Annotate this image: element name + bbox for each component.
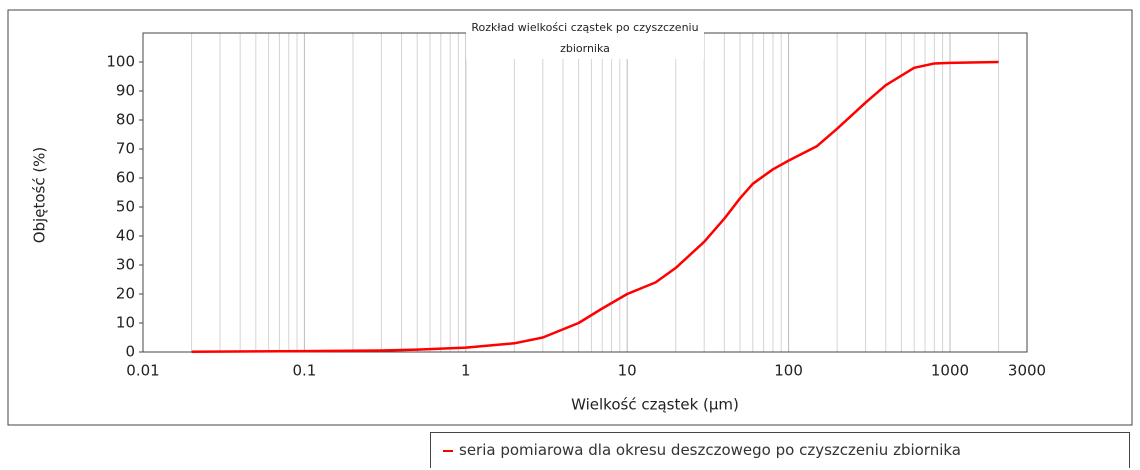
x-tick-label: 100 (774, 362, 803, 380)
x-axis-label: Wielkość cząstek (µm) (571, 396, 739, 414)
y-tick-label: 30 (116, 256, 135, 274)
y-tick-label: 100 (106, 53, 135, 71)
x-tick-label: 1000 (931, 362, 969, 380)
y-tick-label: 80 (116, 111, 135, 129)
legend-label: seria pomiarowa dla okresu deszczowego p… (459, 441, 962, 459)
y-axis-label: Objętość (%) (31, 147, 49, 244)
x-tick-label: 3000 (1008, 362, 1046, 380)
legend: seria pomiarowa dla okresu deszczowego p… (430, 432, 1130, 468)
y-tick-label: 10 (116, 314, 135, 332)
y-tick-label: 70 (116, 140, 135, 158)
legend-swatch (443, 449, 453, 452)
series-line (191, 60, 999, 353)
chart-title: Rozkład wielkości cząstek po czyszczeniu… (466, 17, 704, 59)
y-tick-label: 60 (116, 169, 135, 187)
x-tick-label: 10 (618, 362, 637, 380)
y-tick-label: 0 (125, 343, 135, 361)
y-tick-label: 20 (116, 285, 135, 303)
x-tick-label: 0.01 (126, 362, 159, 380)
y-tick-label: 50 (116, 198, 135, 216)
y-tick-label: 40 (116, 227, 135, 245)
x-tick-label: 1 (461, 362, 471, 380)
x-tick-label: 0.1 (292, 362, 316, 380)
y-tick-label: 90 (116, 82, 135, 100)
plot-area (143, 33, 1027, 352)
